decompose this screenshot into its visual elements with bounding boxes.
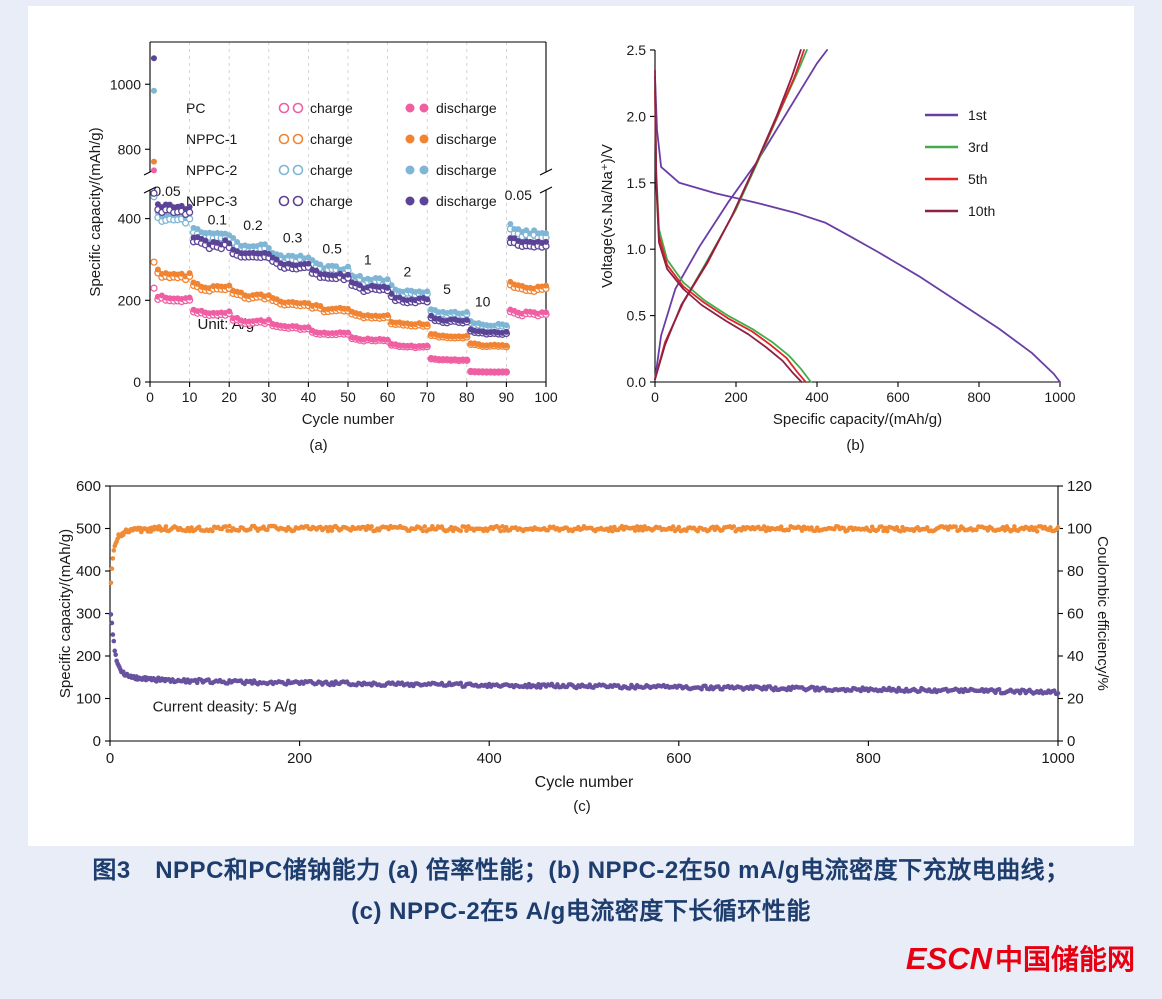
svg-text:3rd: 3rd <box>968 139 988 155</box>
panel-label-c: (c) <box>573 798 591 815</box>
svg-text:0.5: 0.5 <box>322 240 342 256</box>
svg-text:Specific capacity/(mAh/g): Specific capacity/(mAh/g) <box>773 411 942 428</box>
svg-text:NPPC-3: NPPC-3 <box>186 193 238 209</box>
svg-text:20: 20 <box>221 389 237 405</box>
svg-text:discharge: discharge <box>436 131 497 147</box>
svg-text:0: 0 <box>133 374 141 390</box>
escn-logo: ESCN 中国储能网 <box>906 938 1135 978</box>
svg-text:400: 400 <box>805 389 829 405</box>
svg-text:50: 50 <box>340 389 356 405</box>
svg-text:500: 500 <box>76 521 101 538</box>
figure-caption: 图3 NPPC和PC储钠能力 (a) 倍率性能；(b) NPPC-2在50 mA… <box>0 850 1162 932</box>
svg-text:200: 200 <box>724 389 748 405</box>
chart-b-svg: 0 200 400 600 800 1000 0.0 0.5 1.0 1.5 2.0 2.5 Speci… <box>599 42 1076 428</box>
svg-text:200: 200 <box>76 648 101 665</box>
svg-text:800: 800 <box>856 750 881 767</box>
svg-text:0.5: 0.5 <box>627 308 647 324</box>
svg-text:1st: 1st <box>968 107 987 123</box>
svg-text:800: 800 <box>118 141 142 157</box>
svg-text:Voltage(vs.Na/Na⁺)/V: Voltage(vs.Na/Na⁺)/V <box>599 144 616 288</box>
svg-text:0.3: 0.3 <box>283 229 303 245</box>
svg-text:100: 100 <box>534 389 558 405</box>
svg-text:20: 20 <box>1067 691 1084 708</box>
caption-line-1: 图3 NPPC和PC储钠能力 (a) 倍率性能；(b) NPPC-2在50 mA… <box>92 857 1070 884</box>
svg-text:1000: 1000 <box>1041 750 1074 767</box>
svg-text:300: 300 <box>76 606 101 623</box>
svg-text:120: 120 <box>1067 478 1092 495</box>
svg-text:5th: 5th <box>968 171 987 187</box>
svg-text:600: 600 <box>666 750 691 767</box>
svg-text:1: 1 <box>364 251 372 267</box>
caption-line-2: (c) NPPC-2在5 A/g电流密度下长循环性能 <box>351 898 811 925</box>
svg-text:2: 2 <box>404 264 412 280</box>
figure-panel: 0 10 20 30 40 50 60 70 80 90 100 0 200 400 800 1000 Cycl… <box>28 6 1134 846</box>
svg-text:10: 10 <box>182 389 198 405</box>
svg-text:1000: 1000 <box>110 76 141 92</box>
svg-text:discharge: discharge <box>436 162 497 178</box>
svg-text:200: 200 <box>118 292 142 308</box>
svg-text:1.5: 1.5 <box>627 175 647 191</box>
panel-label-b: (b) <box>846 437 865 454</box>
svg-text:30: 30 <box>261 389 277 405</box>
svg-text:10: 10 <box>475 293 491 309</box>
chart-b-charge-discharge-curves: 0 200 400 600 800 1000 0.0 0.5 1.0 1.5 2.0 2.5 Speci… <box>598 20 1113 454</box>
svg-text:1000: 1000 <box>1044 389 1075 405</box>
escn-logo-latin: ESCN <box>905 941 992 976</box>
svg-text:0: 0 <box>146 389 154 405</box>
svg-text:0: 0 <box>106 750 114 767</box>
svg-text:Current deasity: 5 A/g: Current deasity: 5 A/g <box>153 698 297 715</box>
svg-text:Cycle number: Cycle number <box>302 411 395 428</box>
svg-text:discharge: discharge <box>436 100 497 116</box>
svg-text:400: 400 <box>477 750 502 767</box>
svg-text:0: 0 <box>1067 733 1075 750</box>
svg-text:600: 600 <box>886 389 910 405</box>
svg-text:90: 90 <box>499 389 515 405</box>
svg-text:600: 600 <box>76 478 101 495</box>
svg-text:80: 80 <box>1067 563 1084 580</box>
chart-a-svg: 0 10 20 30 40 50 60 70 80 90 10002004008001000Cycl… <box>87 41 558 428</box>
svg-text:0.05: 0.05 <box>153 183 180 199</box>
svg-text:40: 40 <box>1067 648 1084 665</box>
svg-text:0: 0 <box>93 733 101 750</box>
chart-c-long-cycling: 0 200 400 600 800 1000 0 100 200 300 400 500 600 0 20 4… <box>50 464 1114 815</box>
svg-text:charge: charge <box>310 193 353 209</box>
svg-text:2.5: 2.5 <box>627 42 647 58</box>
svg-text:60: 60 <box>380 389 396 405</box>
chart-a-rate-performance: 0 10 20 30 40 50 60 70 80 90 100 0 200 400 800 1000 Cycl… <box>46 20 591 454</box>
panel-label-a: (a) <box>309 437 328 454</box>
svg-text:charge: charge <box>310 131 353 147</box>
svg-text:100: 100 <box>76 691 101 708</box>
svg-text:80: 80 <box>459 389 475 405</box>
svg-text:2.0: 2.0 <box>627 108 647 124</box>
svg-text:5: 5 <box>443 281 451 297</box>
svg-text:Specific capacity/(mAh/g): Specific capacity/(mAh/g) <box>57 529 74 698</box>
svg-text:40: 40 <box>301 389 317 405</box>
svg-text:0: 0 <box>651 389 659 405</box>
svg-text:70: 70 <box>419 389 435 405</box>
svg-text:charge: charge <box>310 100 353 116</box>
svg-text:400: 400 <box>118 211 142 227</box>
svg-text:800: 800 <box>967 389 991 405</box>
svg-text:Coulombic efficiency/%: Coulombic efficiency/% <box>1094 536 1111 691</box>
svg-text:discharge: discharge <box>436 193 497 209</box>
svg-text:Specific capacity/(mAh/g): Specific capacity/(mAh/g) <box>87 127 104 296</box>
svg-text:0.1: 0.1 <box>208 212 228 228</box>
svg-text:PC: PC <box>186 100 205 116</box>
svg-text:0.05: 0.05 <box>505 187 532 203</box>
svg-text:charge: charge <box>310 162 353 178</box>
escn-logo-chinese: 中国储能网 <box>994 944 1135 975</box>
chart-c-svg: 0 200 400 600 800 100001002003004005006000204… <box>57 478 1111 791</box>
svg-text:100: 100 <box>1067 521 1092 538</box>
svg-text:60: 60 <box>1067 606 1084 623</box>
svg-text:400: 400 <box>76 563 101 580</box>
svg-text:200: 200 <box>287 750 312 767</box>
svg-text:Cycle number: Cycle number <box>535 774 634 791</box>
svg-text:0.0: 0.0 <box>627 374 647 390</box>
svg-text:NPPC-2: NPPC-2 <box>186 162 238 178</box>
svg-text:NPPC-1: NPPC-1 <box>186 131 238 147</box>
svg-text:10th: 10th <box>968 203 995 219</box>
svg-text:0.2: 0.2 <box>243 217 263 233</box>
svg-text:1.0: 1.0 <box>627 241 647 257</box>
